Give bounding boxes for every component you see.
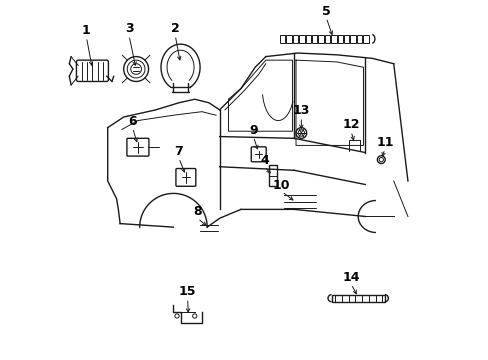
- Text: 10: 10: [272, 179, 290, 192]
- Bar: [343, 35, 348, 43]
- Bar: [330, 35, 336, 43]
- Bar: [299, 35, 304, 43]
- Bar: [311, 35, 317, 43]
- Bar: [280, 35, 285, 43]
- FancyBboxPatch shape: [251, 147, 265, 162]
- Bar: [286, 35, 291, 43]
- Text: 9: 9: [248, 123, 257, 136]
- FancyBboxPatch shape: [76, 60, 108, 81]
- Text: 1: 1: [82, 24, 91, 37]
- Text: 11: 11: [375, 136, 393, 149]
- Text: 4: 4: [260, 154, 268, 167]
- Bar: [292, 35, 298, 43]
- Text: 15: 15: [179, 285, 196, 298]
- Text: 5: 5: [321, 5, 330, 18]
- Bar: [337, 35, 342, 43]
- Bar: [350, 35, 355, 43]
- Text: 8: 8: [193, 205, 202, 218]
- Bar: [324, 35, 329, 43]
- FancyBboxPatch shape: [126, 138, 149, 156]
- Bar: [356, 35, 362, 43]
- Text: 7: 7: [174, 145, 183, 158]
- Text: 14: 14: [342, 271, 359, 284]
- Bar: [268, 165, 277, 186]
- Text: 3: 3: [124, 22, 133, 35]
- FancyBboxPatch shape: [176, 168, 195, 186]
- Bar: [305, 35, 310, 43]
- Text: 13: 13: [292, 104, 309, 117]
- Bar: [363, 35, 368, 43]
- Text: 6: 6: [128, 114, 137, 128]
- Text: 2: 2: [170, 22, 179, 35]
- Bar: [318, 35, 323, 43]
- Text: 12: 12: [342, 118, 359, 131]
- Bar: [331, 294, 384, 302]
